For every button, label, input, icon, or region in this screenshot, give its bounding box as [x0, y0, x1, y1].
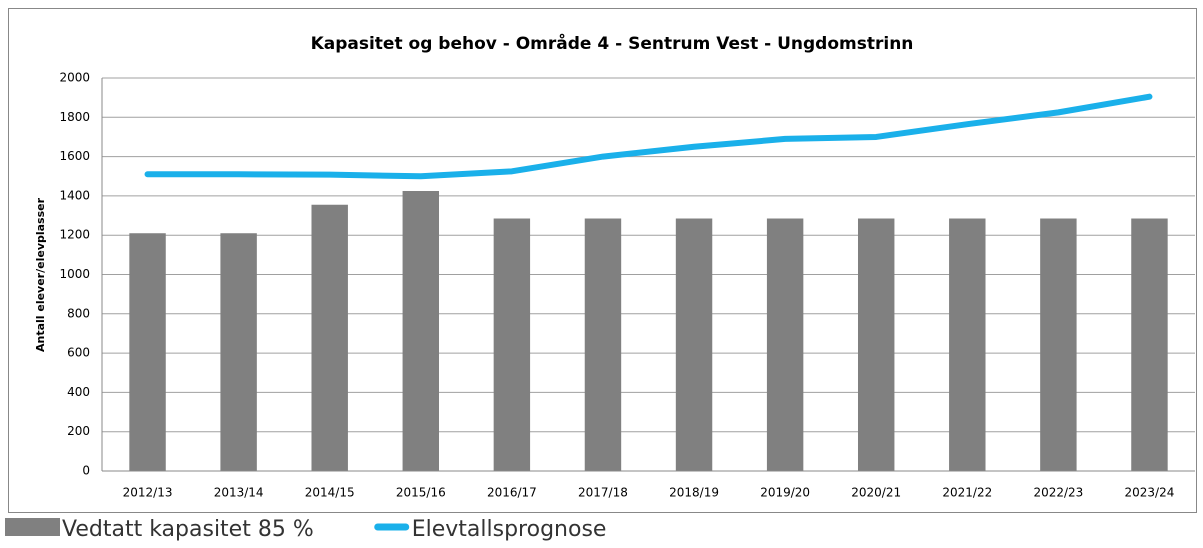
line: [144, 93, 1153, 180]
y-tick-label: 1600: [59, 149, 90, 163]
x-tick-label: 2014/15: [305, 486, 355, 500]
bar: [493, 218, 531, 471]
x-tick-label: 2016/17: [487, 486, 537, 500]
bar: [1040, 218, 1077, 471]
y-tick-label: 1800: [59, 110, 90, 124]
y-tick-label: 800: [67, 306, 90, 320]
x-tick-label: 2019/20: [760, 486, 810, 500]
bar: [584, 218, 622, 471]
bar: [857, 218, 895, 471]
y-tick-label: 1000: [59, 267, 90, 281]
x-tick-label: 2022/23: [1033, 486, 1083, 500]
legend-label: Elevtallsprognose: [412, 517, 607, 542]
y-tick-label: 600: [67, 346, 90, 360]
x-tick-label: 2023/24: [1125, 486, 1175, 500]
legend-label: Vedtatt kapasitet 85 %: [62, 517, 314, 542]
bar: [675, 218, 713, 471]
x-tick-label: 2013/14: [214, 486, 264, 500]
y-tick-label: 2000: [59, 71, 90, 85]
y-tick-label: 0: [82, 464, 90, 478]
bar: [402, 190, 440, 472]
bar: [766, 218, 804, 471]
bar: [949, 218, 986, 471]
bar: [311, 204, 348, 471]
x-tick-label: 2017/18: [578, 486, 628, 500]
x-tick-label: 2020/21: [851, 486, 901, 500]
legend-swatch: [5, 518, 60, 536]
bar: [220, 233, 257, 471]
x-tick-label: 2012/13: [123, 486, 173, 500]
x-tick-label: 2015/16: [396, 486, 446, 500]
x-tick-label: 2021/22: [942, 486, 992, 500]
y-tick-label: 1200: [59, 228, 90, 242]
x-tick-label: 2018/19: [669, 486, 719, 500]
y-axis-label: Antall elever/elevplasser: [34, 197, 47, 352]
bar: [1131, 218, 1168, 471]
y-tick-label: 400: [67, 385, 90, 399]
y-tick-label: 1400: [59, 188, 90, 202]
chart-title: Kapasitet og behov - Område 4 - Sentrum …: [311, 32, 914, 54]
bar: [129, 233, 166, 471]
y-tick-label: 200: [67, 424, 90, 438]
